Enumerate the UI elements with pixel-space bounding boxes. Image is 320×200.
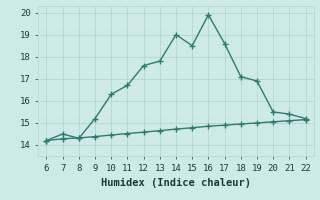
X-axis label: Humidex (Indice chaleur): Humidex (Indice chaleur) [101, 178, 251, 188]
